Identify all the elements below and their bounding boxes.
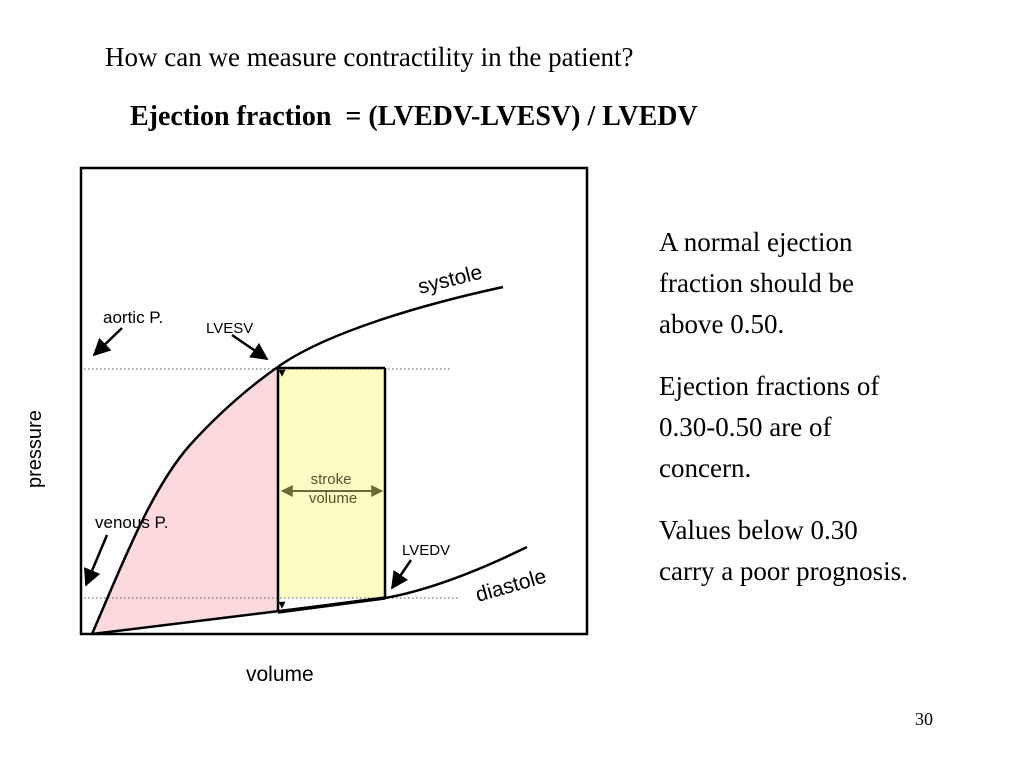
aortic-arrow [92, 327, 123, 357]
ejection-fraction-formula: Ejection fraction = (LVEDV-LVESV) / LVED… [130, 101, 698, 132]
page-number: 30 [915, 709, 933, 729]
lvedv-label: LVEDV [402, 542, 450, 559]
filling-line [277, 596, 386, 614]
pressure-volume-diagram: systole diastole aortic P. venous P. LVE… [0, 150, 620, 710]
stroke-volume-region [278, 368, 385, 598]
pv-loop-svg: systole diastole aortic P. venous P. LVE… [24, 166, 589, 686]
lvesv-arrow [231, 333, 269, 361]
question-heading: How can we measure contractility in the … [105, 42, 634, 72]
lvesv-label: LVESV [206, 320, 253, 337]
ejected-region [92, 368, 278, 634]
venous-arrow [84, 534, 109, 587]
systole-curve [90, 285, 504, 635]
lvedv-arrow [390, 559, 413, 590]
stroke-volume-label-line2: volume [309, 490, 357, 507]
y-axis-label: pressure [24, 410, 46, 488]
note-poor-prognosis: Values below 0.30 carry a poor prognosis… [659, 515, 908, 586]
note-concern: Ejection fractions of 0.30-0.50 are of c… [659, 371, 880, 483]
aortic-label: aortic P. [103, 308, 163, 327]
ejection-fraction-notes: A normal ejection fraction should be abo… [659, 222, 909, 613]
x-axis-label: volume [246, 663, 314, 686]
note-normal: A normal ejection fraction should be abo… [659, 227, 854, 339]
stroke-volume-label-line1: stroke [311, 471, 352, 488]
venous-label: venous P. [95, 513, 168, 532]
